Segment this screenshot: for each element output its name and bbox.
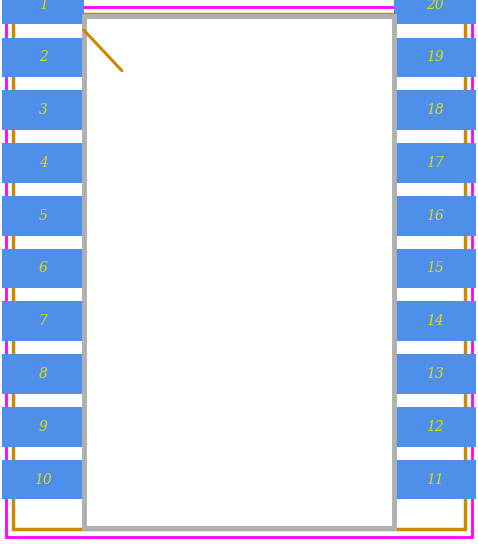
Text: 10: 10 [34,473,52,486]
Text: 6: 6 [39,262,47,275]
Text: 3: 3 [39,103,47,117]
Text: 16: 16 [426,209,444,222]
Text: 17: 17 [426,156,444,170]
Text: 19: 19 [426,51,444,64]
Text: 11: 11 [426,473,444,486]
Bar [394,301,476,341]
Text: 7: 7 [39,314,47,328]
Bar [394,249,476,288]
Bar [2,0,84,24]
Bar [394,196,476,236]
Text: 14: 14 [426,314,444,328]
Text: 8: 8 [39,367,47,381]
Bar [394,407,476,447]
Text: 12: 12 [426,420,444,434]
Bar [84,16,394,528]
Text: 4: 4 [39,156,47,170]
Text: 15: 15 [426,262,444,275]
Bar [2,249,84,288]
Bar [2,143,84,183]
Text: 20: 20 [426,0,444,11]
Bar [394,143,476,183]
Bar [2,196,84,236]
Bar [2,354,84,394]
Text: 13: 13 [426,367,444,381]
Bar [2,90,84,130]
Text: 2: 2 [39,51,47,64]
Text: 9: 9 [39,420,47,434]
Bar [2,460,84,499]
Bar [394,460,476,499]
Bar [394,38,476,77]
Text: 1: 1 [39,0,47,11]
Bar [394,354,476,394]
Bar [2,38,84,77]
Bar [2,407,84,447]
Bar [394,90,476,130]
Bar [2,301,84,341]
Text: 5: 5 [39,209,47,222]
Bar [394,0,476,24]
Text: 18: 18 [426,103,444,117]
